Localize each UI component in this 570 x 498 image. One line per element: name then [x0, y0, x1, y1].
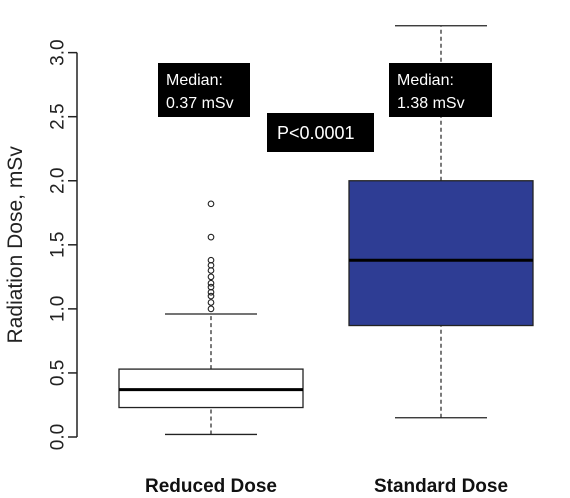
y-tick-label: 1.0 [48, 296, 69, 322]
annotation-background [267, 113, 374, 152]
x-category-label: Reduced Dose [145, 476, 277, 497]
outlier-point [207, 283, 215, 291]
annotations: Median: 0.37 mSv Median: 1.38 mSv P<0.00… [158, 63, 492, 152]
median-annotation-reduced: Median: 0.37 mSv [158, 63, 250, 117]
outlier-point [207, 279, 215, 287]
x-category-label: Standard Dose [374, 476, 508, 497]
y-tick-label: 2.0 [48, 168, 69, 194]
p-value-annotation: P<0.0001 [267, 113, 374, 152]
annotation-line1: Median: [166, 72, 223, 89]
outlier-point [207, 305, 215, 313]
boxes [118, 25, 534, 436]
y-axis: 0.0 0.5 1.0 1.5 2.0 2.5 3.0 Radiation Dose, mS… [4, 39, 78, 450]
outlier-point [207, 200, 215, 208]
box [348, 180, 534, 327]
annotation-background [389, 63, 492, 117]
annotation-line1: Median: [397, 72, 454, 89]
outlier-point [207, 256, 215, 264]
outlier-point [207, 292, 215, 300]
annotation-line2: 0.37 mSv [166, 95, 234, 112]
box-group [348, 25, 534, 419]
median-annotation-standard: Median: 1.38 mSv [389, 63, 492, 117]
y-tick-label: 0.0 [48, 424, 69, 450]
outlier-point [207, 233, 215, 241]
y-tick-label: 0.5 [48, 360, 69, 386]
y-tick-label: 2.5 [48, 103, 69, 129]
outlier-point [207, 273, 215, 281]
annotation-line2: 1.38 mSv [397, 95, 465, 112]
y-axis-label: Radiation Dose, mSv [4, 146, 27, 344]
y-ticks: 0.0 0.5 1.0 1.5 2.0 2.5 3.0 [48, 39, 77, 450]
p-value-label: P<0.0001 [277, 123, 355, 143]
x-axis: Reduced Dose Standard Dose [145, 476, 508, 497]
annotation-background [158, 63, 250, 117]
outlier-point [207, 299, 215, 306]
y-tick-label: 3.0 [48, 39, 69, 65]
y-tick-label: 1.5 [48, 232, 69, 258]
box-group [118, 200, 304, 436]
